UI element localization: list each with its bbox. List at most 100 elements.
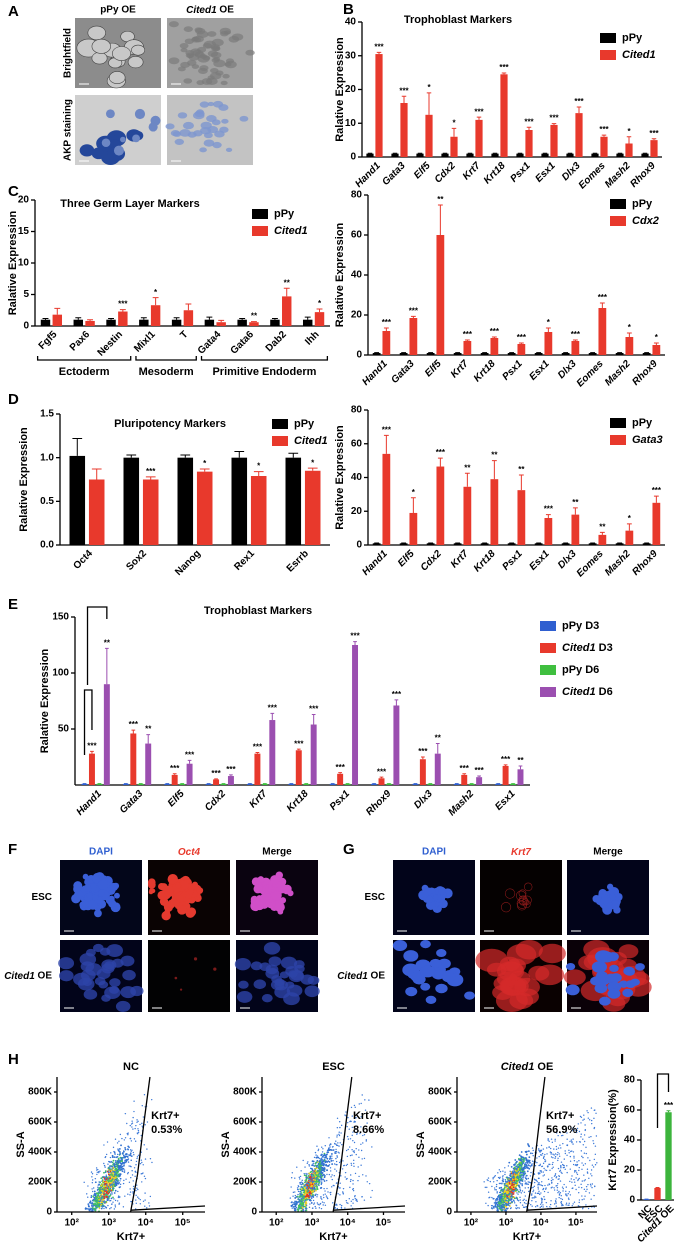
error-bar (437, 457, 443, 467)
x-tick-label: Mixl1 (132, 329, 158, 355)
cytometry-event (295, 1200, 297, 1203)
row-label: ESC (31, 892, 52, 903)
cytometry-event (330, 1153, 333, 1155)
cytometry-event (316, 1180, 319, 1183)
cytometry-event (516, 1192, 518, 1194)
cytometry-event (305, 1200, 307, 1203)
cytometry-event (321, 1146, 323, 1148)
cytometry-event (117, 1157, 120, 1160)
cytometry-event (365, 1139, 368, 1141)
cytometry-event (347, 1202, 349, 1204)
cytometry-event (504, 1197, 507, 1200)
cytometry-event (99, 1170, 101, 1172)
cytometry-event (109, 1156, 112, 1159)
error-bar (199, 468, 210, 472)
cytometry-event (309, 1178, 311, 1181)
panel-letter: G (343, 841, 355, 858)
cytometry-event (316, 1176, 318, 1179)
cytometry-event (350, 1162, 352, 1165)
cytometry-event (508, 1192, 511, 1194)
bar (588, 353, 597, 355)
cytometry-event (537, 1186, 539, 1188)
cytometry-event (335, 1148, 337, 1151)
cytometry-event (515, 1204, 518, 1207)
cytometry-event (502, 1199, 505, 1201)
cytometry-event (549, 1169, 551, 1171)
x-tick-label: Mash2 (446, 788, 476, 818)
cytometry-event (329, 1146, 331, 1148)
error-bar (551, 123, 557, 125)
cytometry-event (341, 1168, 344, 1170)
cytometry-event (516, 1181, 519, 1184)
cytometry-event (348, 1146, 351, 1148)
cytometry-event (582, 1156, 584, 1159)
cytometry-event (557, 1134, 559, 1137)
cytometry-event (130, 1140, 133, 1142)
cytometry-event (511, 1190, 514, 1192)
error-bar (296, 748, 301, 751)
cytometry-event (103, 1207, 105, 1210)
cytometry-event (547, 1184, 549, 1186)
cytometry-event (312, 1162, 314, 1165)
micrograph-cell (523, 882, 533, 892)
micrograph-cell (177, 905, 187, 915)
bar (427, 783, 434, 785)
cytometry-event (135, 1199, 137, 1201)
cytometry-event (552, 1157, 554, 1159)
cytometry-event (119, 1186, 122, 1188)
cytometry-event (105, 1191, 108, 1194)
cytometry-event (511, 1201, 514, 1203)
micrograph-cell (86, 892, 93, 899)
cytometry-event (569, 1168, 571, 1170)
cytometry-event (115, 1172, 118, 1174)
y-tick-label: 40 (351, 270, 363, 281)
micrograph-cell (81, 900, 90, 908)
cytometry-event (324, 1174, 326, 1177)
micrograph-cell (175, 882, 182, 889)
bar (302, 319, 313, 326)
cytometry-event (302, 1197, 304, 1200)
y-tick-label: 800K (428, 1087, 453, 1098)
cytometry-event (502, 1189, 504, 1192)
micrograph-cell (609, 964, 619, 973)
micrograph-cell (500, 902, 512, 913)
cytometry-event (492, 1176, 494, 1179)
cytometry-event (352, 1189, 355, 1192)
cytometry-event (124, 1137, 127, 1139)
cytometry-event (323, 1187, 325, 1190)
cytometry-event (546, 1147, 548, 1149)
cytometry-event (143, 1144, 145, 1146)
cytometry-event (104, 1193, 107, 1196)
cytometry-event (510, 1179, 513, 1182)
significance-label: * (547, 318, 551, 327)
cytometry-event (344, 1114, 346, 1116)
cytometry-event (539, 1163, 541, 1165)
cytometry-event (573, 1201, 576, 1203)
significance-label: *** (460, 764, 470, 773)
cytometry-event (501, 1194, 503, 1196)
significance-label: *** (382, 318, 392, 327)
cytometry-event (484, 1186, 486, 1189)
cytometry-event (305, 1179, 308, 1182)
cytometry-event (546, 1205, 548, 1208)
group-bracket (200, 356, 329, 361)
cytometry-event (346, 1155, 349, 1158)
cytometry-event (338, 1121, 341, 1123)
bar (352, 645, 359, 785)
significance-label: *** (524, 117, 534, 126)
cytometry-event (322, 1204, 324, 1206)
cytometry-event (515, 1174, 518, 1177)
significance-label: * (628, 323, 632, 332)
cytometry-event (575, 1129, 577, 1131)
cytometry-event (360, 1116, 362, 1118)
cytometry-event (308, 1185, 311, 1188)
cytometry-event (300, 1183, 303, 1186)
cytometry-event (525, 1182, 527, 1184)
cytometry-event (350, 1164, 353, 1166)
cytometry-event (520, 1171, 523, 1174)
cytometry-event (542, 1148, 545, 1150)
cytometry-event (361, 1158, 363, 1160)
bar (88, 479, 105, 545)
micrograph-cell (94, 977, 106, 986)
cytometry-event (588, 1177, 590, 1180)
